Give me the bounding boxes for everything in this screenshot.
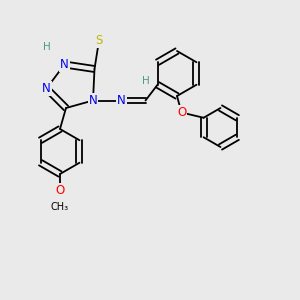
Text: S: S bbox=[95, 34, 103, 47]
Text: H: H bbox=[142, 76, 149, 86]
Text: N: N bbox=[117, 94, 126, 107]
Text: N: N bbox=[88, 94, 98, 107]
Text: H: H bbox=[43, 41, 50, 52]
Text: O: O bbox=[56, 184, 64, 197]
Text: O: O bbox=[177, 106, 186, 119]
Text: N: N bbox=[42, 82, 51, 95]
Text: N: N bbox=[60, 58, 69, 71]
Text: CH₃: CH₃ bbox=[51, 202, 69, 212]
